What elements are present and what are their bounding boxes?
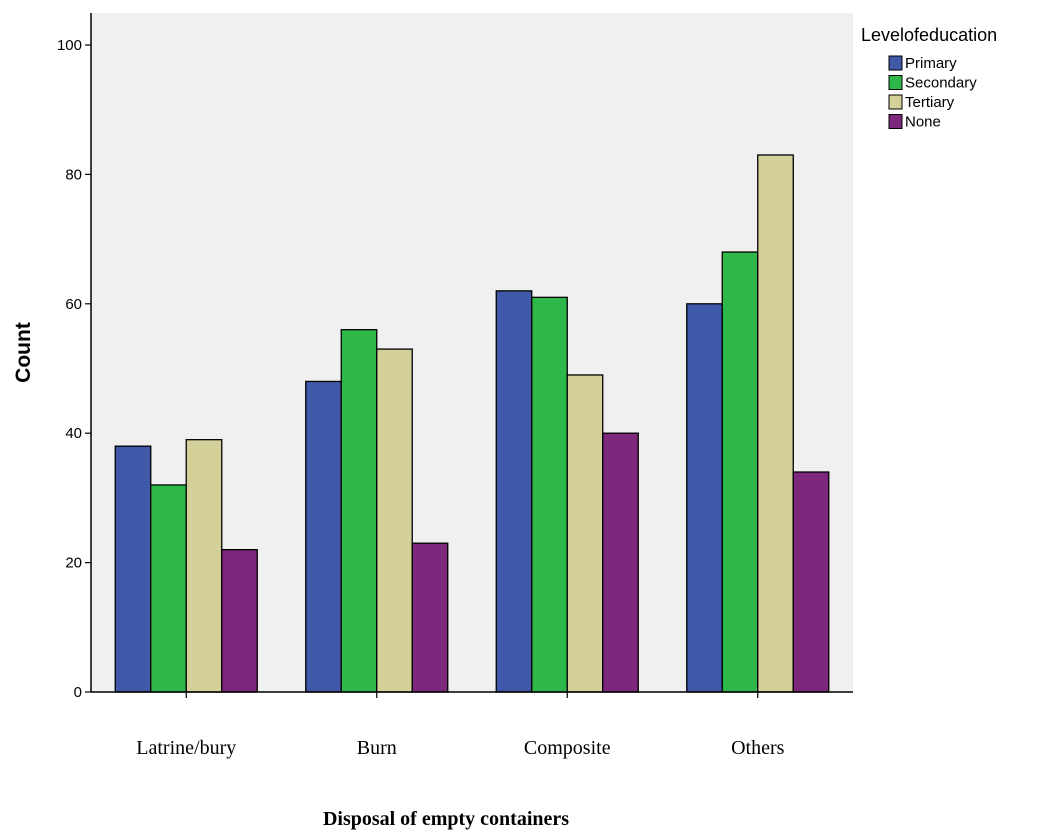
- legend-label-secondary: Secondary: [905, 75, 977, 92]
- y-tick-label: 100: [57, 37, 82, 54]
- bar-secondary-2: [531, 296, 568, 693]
- bar-secondary-3: [721, 251, 759, 693]
- y-tick-label: 60: [65, 296, 82, 313]
- bar-primary-0: [114, 445, 152, 693]
- legend: Primary Secondary Tertiary None: [888, 55, 977, 131]
- legend-title: Levelofeducation: [861, 25, 997, 45]
- legend-label-none: None: [905, 114, 941, 131]
- legend-swatch-secondary: [888, 75, 903, 90]
- y-tick-label: 20: [65, 555, 82, 572]
- legend-label-tertiary: Tertiary: [905, 94, 955, 111]
- x-axis-title: Disposal of empty containers: [323, 808, 569, 830]
- x-category-label: Composite: [524, 737, 611, 759]
- legend-swatch-none: [888, 114, 903, 129]
- bar-secondary-0: [150, 484, 187, 693]
- bar-tertiary-2: [566, 374, 604, 693]
- legend-label-primary: Primary: [905, 55, 957, 72]
- y-axis-ticks: 0 20 40 60 80 100: [57, 37, 91, 701]
- bar-primary-3: [686, 303, 723, 693]
- y-tick-label: 40: [65, 425, 82, 442]
- bar-none-2: [602, 432, 639, 693]
- bars: [114, 154, 830, 693]
- bar-primary-1: [305, 380, 342, 693]
- bar-tertiary-1: [376, 348, 413, 693]
- x-category-label: Burn: [357, 737, 397, 759]
- legend-swatch-tertiary: [888, 94, 903, 110]
- y-axis-title: Count: [12, 322, 35, 383]
- bar-primary-2: [495, 290, 533, 693]
- bar-none-1: [411, 542, 449, 693]
- y-tick-label: 80: [65, 166, 82, 183]
- bar-none-3: [792, 471, 830, 693]
- bar-tertiary-3: [757, 154, 794, 693]
- bar-none-0: [221, 549, 258, 693]
- bar-tertiary-0: [185, 439, 223, 693]
- bar-secondary-1: [340, 329, 378, 693]
- legend-swatch-primary: [888, 55, 903, 71]
- x-category-label: Latrine/bury: [136, 737, 236, 759]
- x-axis-categories: Latrine/bury Burn Composite Others: [136, 692, 785, 759]
- x-category-label: Others: [731, 737, 785, 759]
- y-tick-label: 0: [74, 684, 82, 701]
